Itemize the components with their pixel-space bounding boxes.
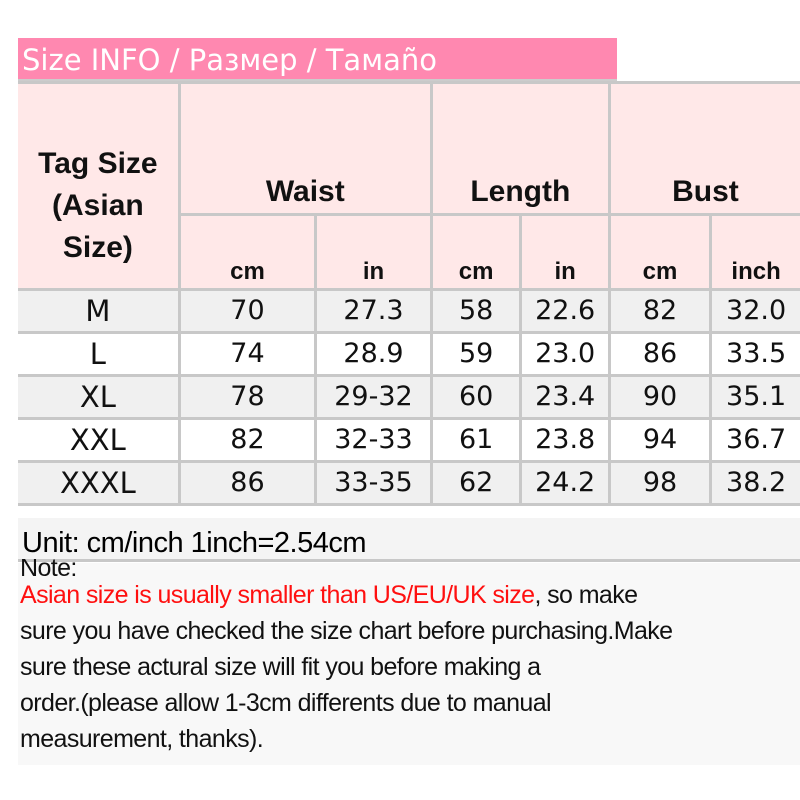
value-cell: 23.4 [519, 374, 611, 420]
value-cell: 82 [177, 417, 318, 463]
note-line: order.(please allow 1-3cm differents due… [20, 689, 552, 717]
value-cell: 33.5 [709, 331, 800, 377]
note-line: Asian size is usually smaller than US/EU… [20, 577, 800, 613]
unit-header: cm [607, 213, 713, 291]
value-cell: 98 [607, 460, 713, 506]
size-cell: XXL [18, 417, 181, 463]
size-cell: M [18, 288, 181, 334]
table-row: XXL 82 32-33 61 23.8 94 36.7 [18, 417, 800, 463]
note-text: , so make [534, 581, 638, 609]
value-cell: 22.6 [519, 288, 611, 334]
value-cell: 90 [607, 374, 713, 420]
tag-size-header: Tag Size (Asian Size) [18, 81, 181, 291]
value-cell: 23.0 [519, 331, 611, 377]
tag-header-line: Size) [62, 231, 133, 264]
value-cell: 32.0 [709, 288, 800, 334]
unit-header: cm [429, 213, 523, 291]
value-cell: 24.2 [519, 460, 611, 506]
size-cell: L [18, 331, 181, 377]
value-cell: 82 [607, 288, 713, 334]
note-line: sure these actural size will fit you bef… [20, 653, 541, 681]
value-cell: 59 [429, 331, 523, 377]
unit-note: Unit: cm/inch 1inch=2.54cm [18, 518, 800, 562]
value-cell: 58 [429, 288, 523, 334]
value-cell: 86 [177, 460, 318, 506]
size-info-title: Size INFO / Размер / Тамаño [18, 38, 617, 81]
unit-header: inch [709, 213, 800, 291]
value-cell: 27.3 [314, 288, 433, 334]
value-cell: 29-32 [314, 374, 433, 420]
unit-header: in [314, 213, 433, 291]
value-cell: 38.2 [709, 460, 800, 506]
table-row: XL 78 29-32 60 23.4 90 35.1 [18, 374, 800, 420]
value-cell: 60 [429, 374, 523, 420]
note-block: Note: Asian size is usually smaller than… [18, 559, 800, 765]
value-cell: 74 [177, 331, 318, 377]
size-cell: XL [18, 374, 181, 420]
value-cell: 23.8 [519, 417, 611, 463]
size-cell: XXXL [18, 460, 181, 506]
table-row: XXXL 86 33-35 62 24.2 98 38.2 [18, 460, 800, 506]
table-row: L 74 28.9 59 23.0 86 33.5 [18, 331, 800, 377]
value-cell: 78 [177, 374, 318, 420]
bust-header: Bust [607, 81, 800, 216]
value-cell: 61 [429, 417, 523, 463]
value-cell: 86 [607, 331, 713, 377]
note-label: Note: [20, 559, 77, 577]
note-line: measurement, thanks). [20, 725, 264, 753]
value-cell: 70 [177, 288, 318, 334]
value-cell: 32-33 [314, 417, 433, 463]
tag-header-line: (Asian [52, 189, 144, 222]
note-line: sure you have checked the size chart bef… [20, 617, 673, 645]
waist-header: Waist [177, 81, 433, 216]
note-highlight: Asian size is usually smaller than US/EU… [20, 581, 535, 609]
unit-header: cm [179, 213, 318, 291]
value-cell: 35.1 [709, 374, 800, 420]
value-cell: 94 [607, 417, 713, 463]
unit-header: in [519, 213, 611, 291]
value-cell: 62 [429, 460, 523, 506]
tag-header-line: Tag Size [38, 147, 158, 180]
length-header: Length [429, 81, 611, 216]
value-cell: 33-35 [314, 460, 433, 506]
value-cell: 28.9 [314, 331, 433, 377]
value-cell: 36.7 [709, 417, 800, 463]
table-row: M 70 27.3 58 22.6 82 32.0 [18, 288, 800, 334]
size-table: Tag Size (Asian Size) Waist Length Bust … [18, 81, 800, 506]
